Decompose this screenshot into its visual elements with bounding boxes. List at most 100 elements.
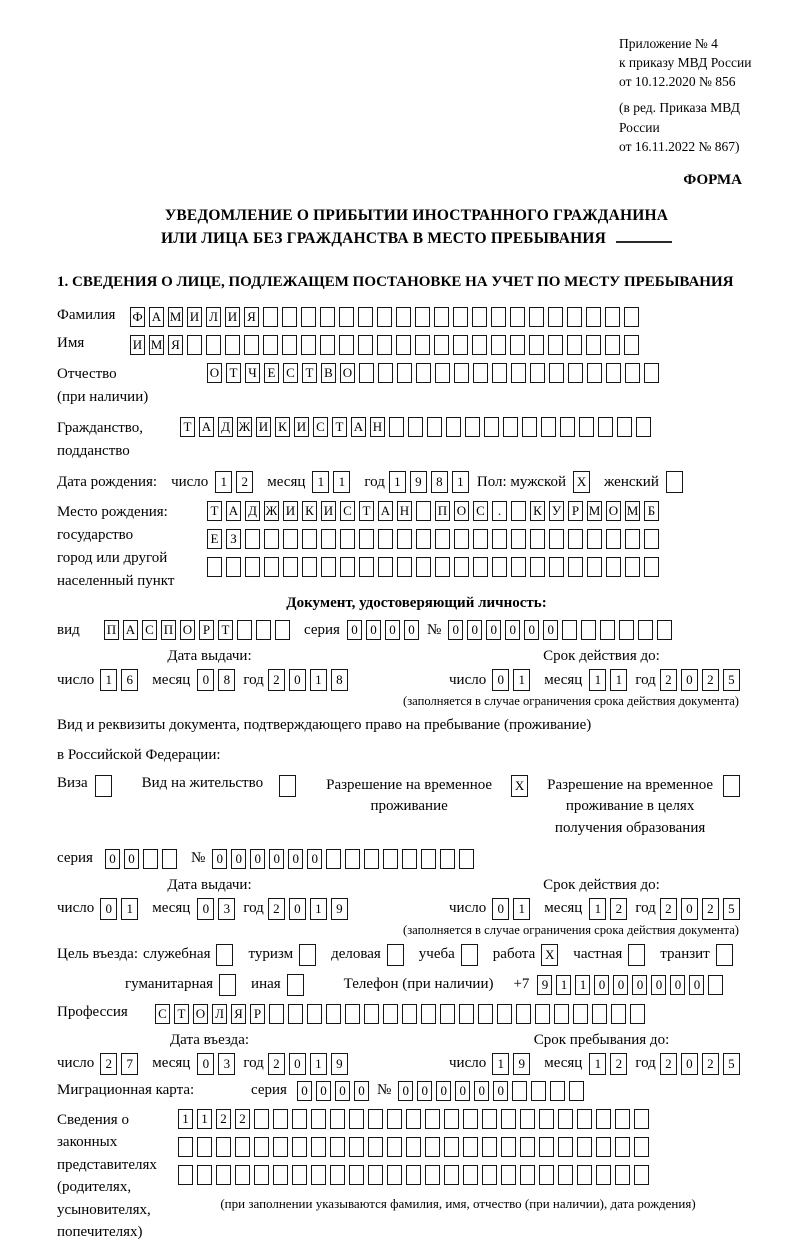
form-cell [397, 363, 412, 384]
birth-place-label-line4: населенный пункт [57, 573, 175, 590]
form-cell [279, 774, 297, 797]
form-cell: 0 [123, 848, 139, 869]
form-cell: 0 [307, 848, 323, 869]
form-cell: 0 [398, 1080, 414, 1101]
form-cell [634, 1136, 649, 1157]
form-cell [511, 557, 526, 578]
month-label: месяц [544, 1055, 583, 1072]
form-cell: О [454, 501, 469, 522]
form-cell: П [104, 620, 119, 641]
form-cell: 1 [197, 1108, 212, 1129]
year-label: год [635, 671, 656, 688]
form-cell: 2 [236, 471, 254, 494]
form-cell [273, 1136, 288, 1157]
form-cell: С [142, 620, 157, 641]
form-cell [463, 1164, 478, 1185]
form-cell [330, 1164, 345, 1185]
form-cell [569, 1080, 585, 1101]
form-cell [425, 1136, 440, 1157]
form-cell [406, 1164, 421, 1185]
form-cell [216, 1164, 231, 1185]
form-cell [161, 848, 177, 869]
form-cell [586, 307, 601, 328]
form-cell [425, 1108, 440, 1129]
form-cell: 9 [537, 974, 553, 995]
form-cell [516, 1003, 531, 1024]
month-label: месяц [152, 900, 191, 917]
form-cell [530, 529, 545, 550]
form-cell [454, 363, 469, 384]
form-cell [402, 1003, 417, 1024]
year-label: год [243, 900, 264, 917]
form-cell [383, 848, 399, 869]
month-label: месяц [544, 671, 583, 688]
form-cell: М [149, 335, 164, 356]
year-label: год [243, 671, 264, 688]
form-cell [549, 557, 564, 578]
birth-place-cells-row3 [207, 557, 663, 578]
form-cell: 0 [680, 897, 698, 920]
form-cell [482, 1136, 497, 1157]
form-cell [389, 417, 404, 438]
form-cell [634, 1164, 649, 1185]
form-cell: Л [212, 1003, 227, 1024]
form-cell: 1 [451, 471, 469, 494]
month-label: месяц [544, 900, 583, 917]
form-cell [302, 529, 317, 550]
citizenship-label-line1: Гражданство, [57, 420, 144, 437]
form-cell [463, 1108, 478, 1129]
form-cell [539, 1164, 554, 1185]
form-cell [415, 307, 430, 328]
form-cell [492, 529, 507, 550]
series-label: серия [57, 850, 93, 867]
surname-label: Фамилия [57, 307, 116, 324]
form-cell: Т [226, 363, 241, 384]
form-cell [349, 1164, 364, 1185]
form-cell [340, 557, 355, 578]
form-cell [434, 335, 449, 356]
form-cell [283, 529, 298, 550]
birth-place-block: Место рождения: государство город или др… [57, 501, 776, 593]
form-cell [349, 1136, 364, 1157]
form-cell [320, 307, 335, 328]
form-cell: 0 [346, 620, 362, 641]
form-cell: 0 [334, 1080, 350, 1101]
form-cell [435, 529, 450, 550]
form-cell [282, 307, 297, 328]
form-cell: Т [218, 620, 233, 641]
form-cell [592, 1003, 607, 1024]
form-cell [472, 307, 487, 328]
form-cell [606, 557, 621, 578]
form-cell: М [625, 501, 640, 522]
form-cell: К [302, 501, 317, 522]
form-cell: X [573, 471, 591, 494]
form-cell: Р [250, 1003, 265, 1024]
form-cell: Ф [130, 307, 145, 328]
form-cell: А [123, 620, 138, 641]
form-cell [387, 1164, 402, 1185]
form-cell [501, 1136, 516, 1157]
form-cell [254, 1136, 269, 1157]
form-cell: К [275, 417, 290, 438]
form-cell [207, 557, 222, 578]
year-label: год [635, 1055, 656, 1072]
purpose-study-label: учеба [418, 946, 455, 963]
form-cell [587, 557, 602, 578]
doc-series-label: серия [304, 621, 340, 638]
form-cell [567, 307, 582, 328]
form-cell [615, 1108, 630, 1129]
form-cell [178, 1136, 193, 1157]
